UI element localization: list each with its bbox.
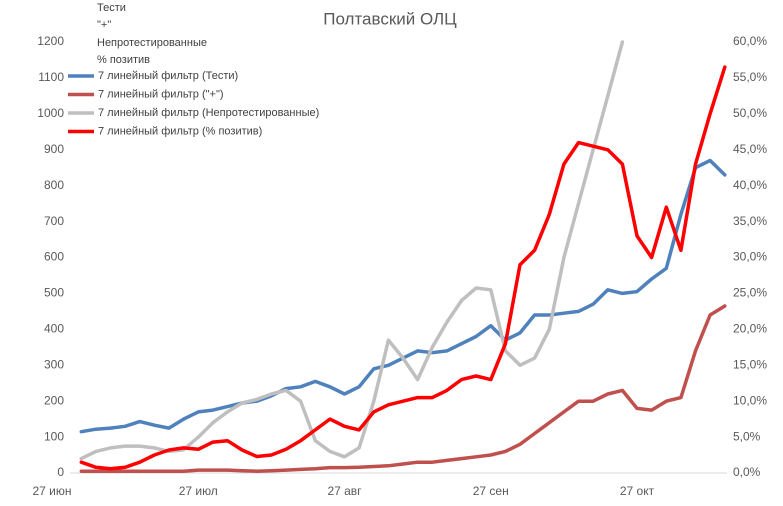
y-tick-label: 0: [57, 465, 64, 479]
x-tick-label: 27 июн: [32, 484, 71, 498]
y2-tick-label: 50,0%: [733, 106, 767, 120]
y-tick-label: 1200: [37, 34, 64, 48]
legend-label: 7 линейный фильтр (% позитив): [98, 125, 262, 137]
y2-tick-label: 60,0%: [733, 34, 767, 48]
y2-tick-label: 5,0%: [733, 429, 761, 443]
y2-tick-label: 35,0%: [733, 214, 767, 228]
legend-label: 7 линейный фильтр (Тести): [98, 70, 238, 82]
series-line: [79, 304, 727, 473]
x-tick-label: 27 июл: [179, 484, 218, 498]
y2-tick-label: 40,0%: [733, 178, 767, 192]
x-tick-label: 27 сен: [473, 484, 509, 498]
y2-tick-label: 30,0%: [733, 250, 767, 264]
y-tick-label: 500: [44, 286, 64, 300]
series-name: "+": [97, 19, 111, 31]
y2-tick-label: 0,0%: [733, 465, 761, 479]
series-line: [79, 65, 727, 471]
y-tick-label: 300: [44, 357, 64, 371]
chart-title: Полтавский ОЛЦ: [323, 9, 457, 28]
y-tick-label: 700: [44, 214, 64, 228]
y2-tick-label: 25,0%: [733, 286, 767, 300]
x-tick-label: 27 окт: [620, 484, 655, 498]
y2-tick-label: 20,0%: [733, 322, 767, 336]
y-tick-label: 1100: [38, 70, 64, 84]
y-tick-label: 400: [44, 322, 64, 336]
series-name: Непротестированные: [97, 37, 207, 49]
series-name: % позитив: [97, 54, 150, 66]
y-tick-label: 1000: [37, 106, 64, 120]
y-tick-label: 100: [44, 429, 64, 443]
y2-tick-label: 15,0%: [733, 357, 767, 371]
series-name: Тести: [97, 2, 126, 14]
y-tick-label: 200: [44, 393, 64, 407]
series-line: [79, 40, 625, 461]
legend-label: 7 линейный фильтр (Непротестированные): [98, 107, 319, 119]
y-tick-label: 900: [44, 142, 64, 156]
y2-tick-label: 55,0%: [733, 70, 767, 84]
legend-label: 7 линейный фильтр ("+"): [98, 88, 224, 100]
x-tick-label: 27 авг: [327, 484, 362, 498]
y-tick-label: 600: [44, 250, 64, 264]
y-tick-label: 800: [44, 178, 64, 192]
y2-tick-label: 10,0%: [733, 393, 767, 407]
y2-tick-label: 45,0%: [733, 142, 767, 156]
